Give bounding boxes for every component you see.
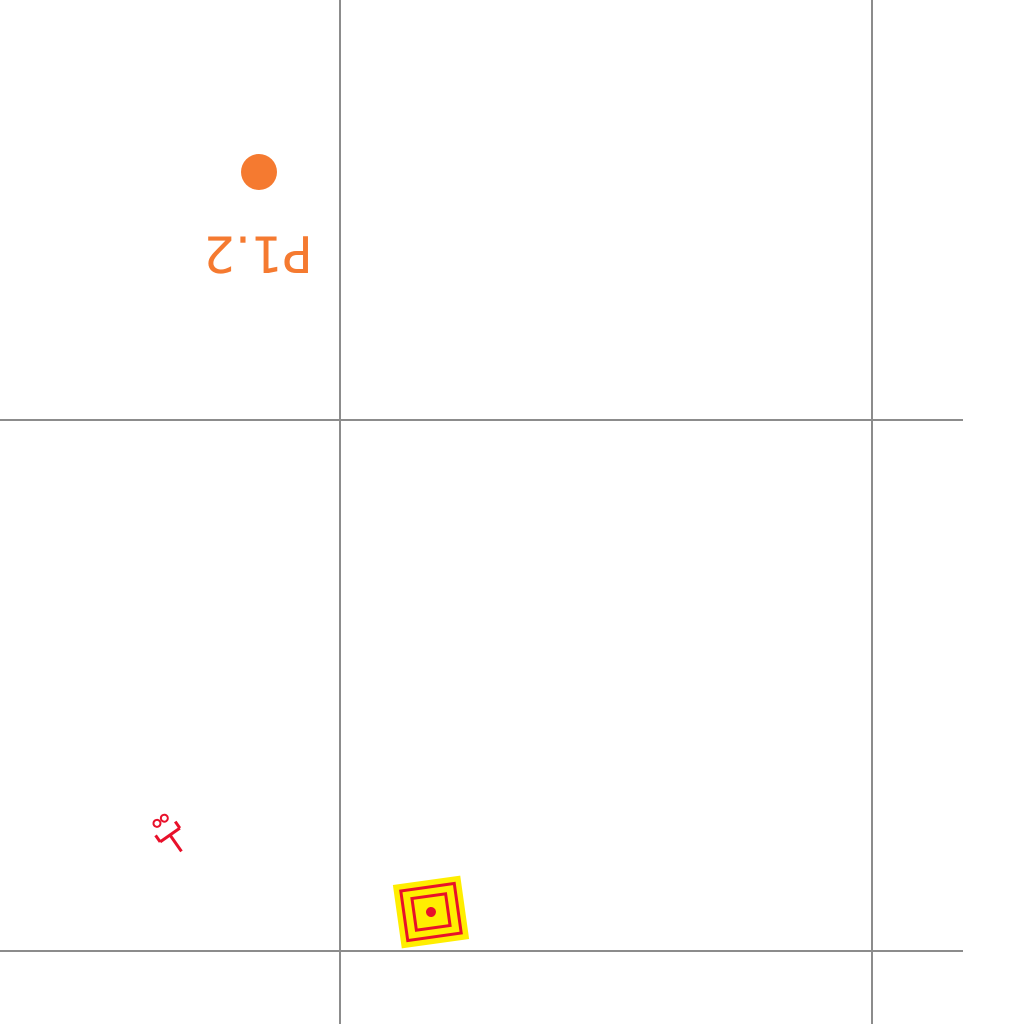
- point-label: P1.2: [203, 225, 313, 283]
- small-red-symbol-icon: [152, 813, 183, 853]
- small-red-symbol[interactable]: ⊤8: [148, 811, 199, 887]
- point-marker[interactable]: P1.2: [203, 154, 313, 283]
- grid-lines: [0, 0, 963, 1024]
- orange-dot-icon[interactable]: [241, 154, 277, 190]
- target-marker[interactable]: [392, 875, 470, 949]
- concentric-square-target-icon[interactable]: [392, 875, 470, 949]
